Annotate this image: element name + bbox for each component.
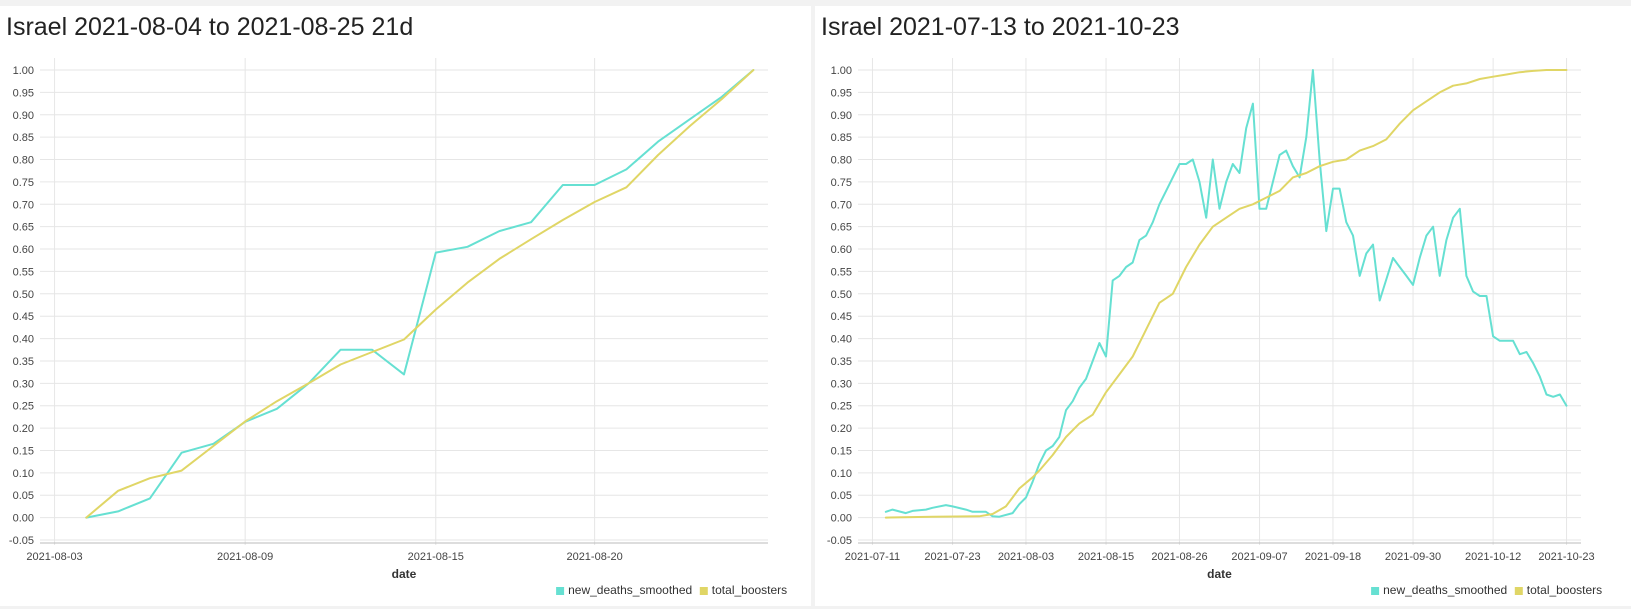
x-tick-label: 2021-08-15 [1078,551,1134,563]
legend-swatch [1371,587,1380,595]
chart-panel-right: Israel 2021-07-13 to 2021-10-23 -0.05 0.0… [815,6,1631,606]
legend-swatch [699,587,708,595]
y-tick-label: 0.40 [831,334,852,346]
y-tick-label: 0.65 [831,222,852,234]
x-tick-label: 2021-10-12 [1465,551,1521,563]
y-tick-label: 0.10 [831,468,852,480]
x-tick-label: 2021-08-09 [217,551,273,563]
x-tick-label: 2021-10-23 [1538,551,1594,563]
y-tick-label: 0.15 [13,445,34,457]
y-tick-label: 0.95 [13,87,34,99]
series-line-total-boosters [884,69,1568,519]
x-axis-title: date [1207,567,1232,581]
y-tick-label: 0.00 [13,513,34,525]
y-tick-label: 0.55 [831,266,852,278]
x-tick-label: 2021-07-23 [924,551,980,563]
y-tick-label: 0.15 [831,445,852,457]
y-tick-label: -0.05 [827,535,852,547]
y-tick-label: 0.80 [831,155,852,167]
legend-label: total_boosters [712,583,787,597]
x-tick-label: 2021-08-15 [408,551,464,563]
y-tick-label: 0.50 [13,289,34,301]
y-tick-label: 0.35 [831,356,852,368]
y-tick-label: 1.00 [831,65,852,77]
line-chart-left: -0.05 0.00 0.05 0.10 0.15 0.20 0.25 0.30 0.35 0.4… [9,58,787,597]
y-tick-label: 1.00 [13,65,34,77]
series-line-new-deaths-smoothed [85,69,755,519]
x-tick-label: 2021-09-18 [1305,551,1361,563]
x-tick-label: 2021-08-26 [1151,551,1207,563]
y-tick-label: 0.35 [13,356,34,368]
series-line-new-deaths-smoothed [884,69,1568,518]
legend-label: new_deaths_smoothed [568,583,692,597]
x-axis-title: date [392,567,417,581]
y-tick-label: 0.30 [13,378,34,390]
y-tick-label: 0.40 [13,334,34,346]
y-tick-label: 0.80 [13,155,34,167]
y-tick-label: 0.95 [831,87,852,99]
x-tick-label: 2021-08-20 [566,551,622,563]
y-tick-label: 0.20 [831,423,852,435]
y-tick-label: 0.45 [831,311,852,323]
chart-title-left: Israel 2021-08-04 to 2021-08-25 21d [6,13,414,41]
y-tick-label: 0.75 [13,177,34,189]
x-tick-label: 2021-09-30 [1385,551,1441,563]
legend-swatch [1514,587,1523,595]
y-tick-label: 0.90 [831,110,852,122]
x-tick-label: 2021-08-03 [998,551,1054,563]
y-tick-label: 0.25 [831,401,852,413]
y-tick-label: 0.60 [13,244,34,256]
y-tick-label: 0.10 [13,468,34,480]
y-tick-label: 0.65 [13,222,34,234]
y-tick-label: -0.05 [9,535,34,547]
y-tick-label: 0.20 [13,423,34,435]
y-tick-label: 0.60 [831,244,852,256]
chart-title-right: Israel 2021-07-13 to 2021-10-23 [821,13,1180,41]
y-tick-label: 0.25 [13,401,34,413]
y-tick-label: 0.00 [831,513,852,525]
y-tick-label: 0.85 [831,132,852,144]
legend-swatch [556,587,565,595]
line-chart-right: -0.05 0.00 0.05 0.10 0.15 0.20 0.25 0.30 0.35 0.4… [827,58,1602,597]
legend-label: new_deaths_smoothed [1383,583,1507,597]
y-tick-label: 0.05 [13,490,34,502]
y-tick-label: 0.45 [13,311,34,323]
y-tick-label: 0.05 [831,490,852,502]
chart-panel-left: Israel 2021-08-04 to 2021-08-25 21d -0.0… [0,6,811,606]
x-tick-label: 2021-09-07 [1231,551,1287,563]
y-tick-label: 0.30 [831,378,852,390]
x-tick-label: 2021-07-11 [845,551,900,563]
legend-label: total_boosters [1527,583,1602,597]
legend: total_boosters new_deaths_smoothed [1371,583,1602,597]
y-tick-label: 0.85 [13,132,34,144]
y-tick-label: 0.75 [831,177,852,189]
y-tick-label: 0.70 [13,199,34,211]
x-tick-label: 2021-08-03 [26,551,82,563]
legend: total_boosters new_deaths_smoothed [556,583,787,597]
y-tick-label: 0.50 [831,289,852,301]
series-line-total-boosters [85,69,755,519]
y-tick-label: 0.70 [831,199,852,211]
y-tick-label: 0.55 [13,266,34,278]
y-tick-label: 0.90 [13,110,34,122]
